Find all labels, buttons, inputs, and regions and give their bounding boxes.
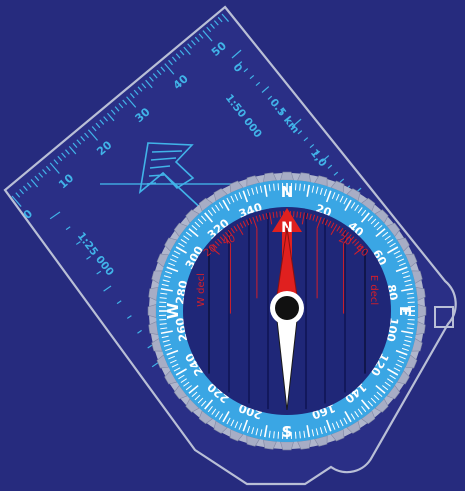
cardinal-east: E [396,306,414,316]
declination-tick [297,212,298,218]
cardinal-south: S [282,423,293,441]
capsule: 20 40 20 40 W decl E decl N [183,207,391,415]
declination-west-label: W decl [196,273,207,307]
grip-tooth [418,304,426,317]
declination-east-label: E decl [368,275,379,305]
grip-tooth [280,442,293,450]
cardinal-north: N [281,183,294,201]
grip-tooth [148,304,156,317]
grip-tooth [280,172,293,180]
declination-tick [277,212,278,218]
cardinal-west: W [164,302,182,319]
